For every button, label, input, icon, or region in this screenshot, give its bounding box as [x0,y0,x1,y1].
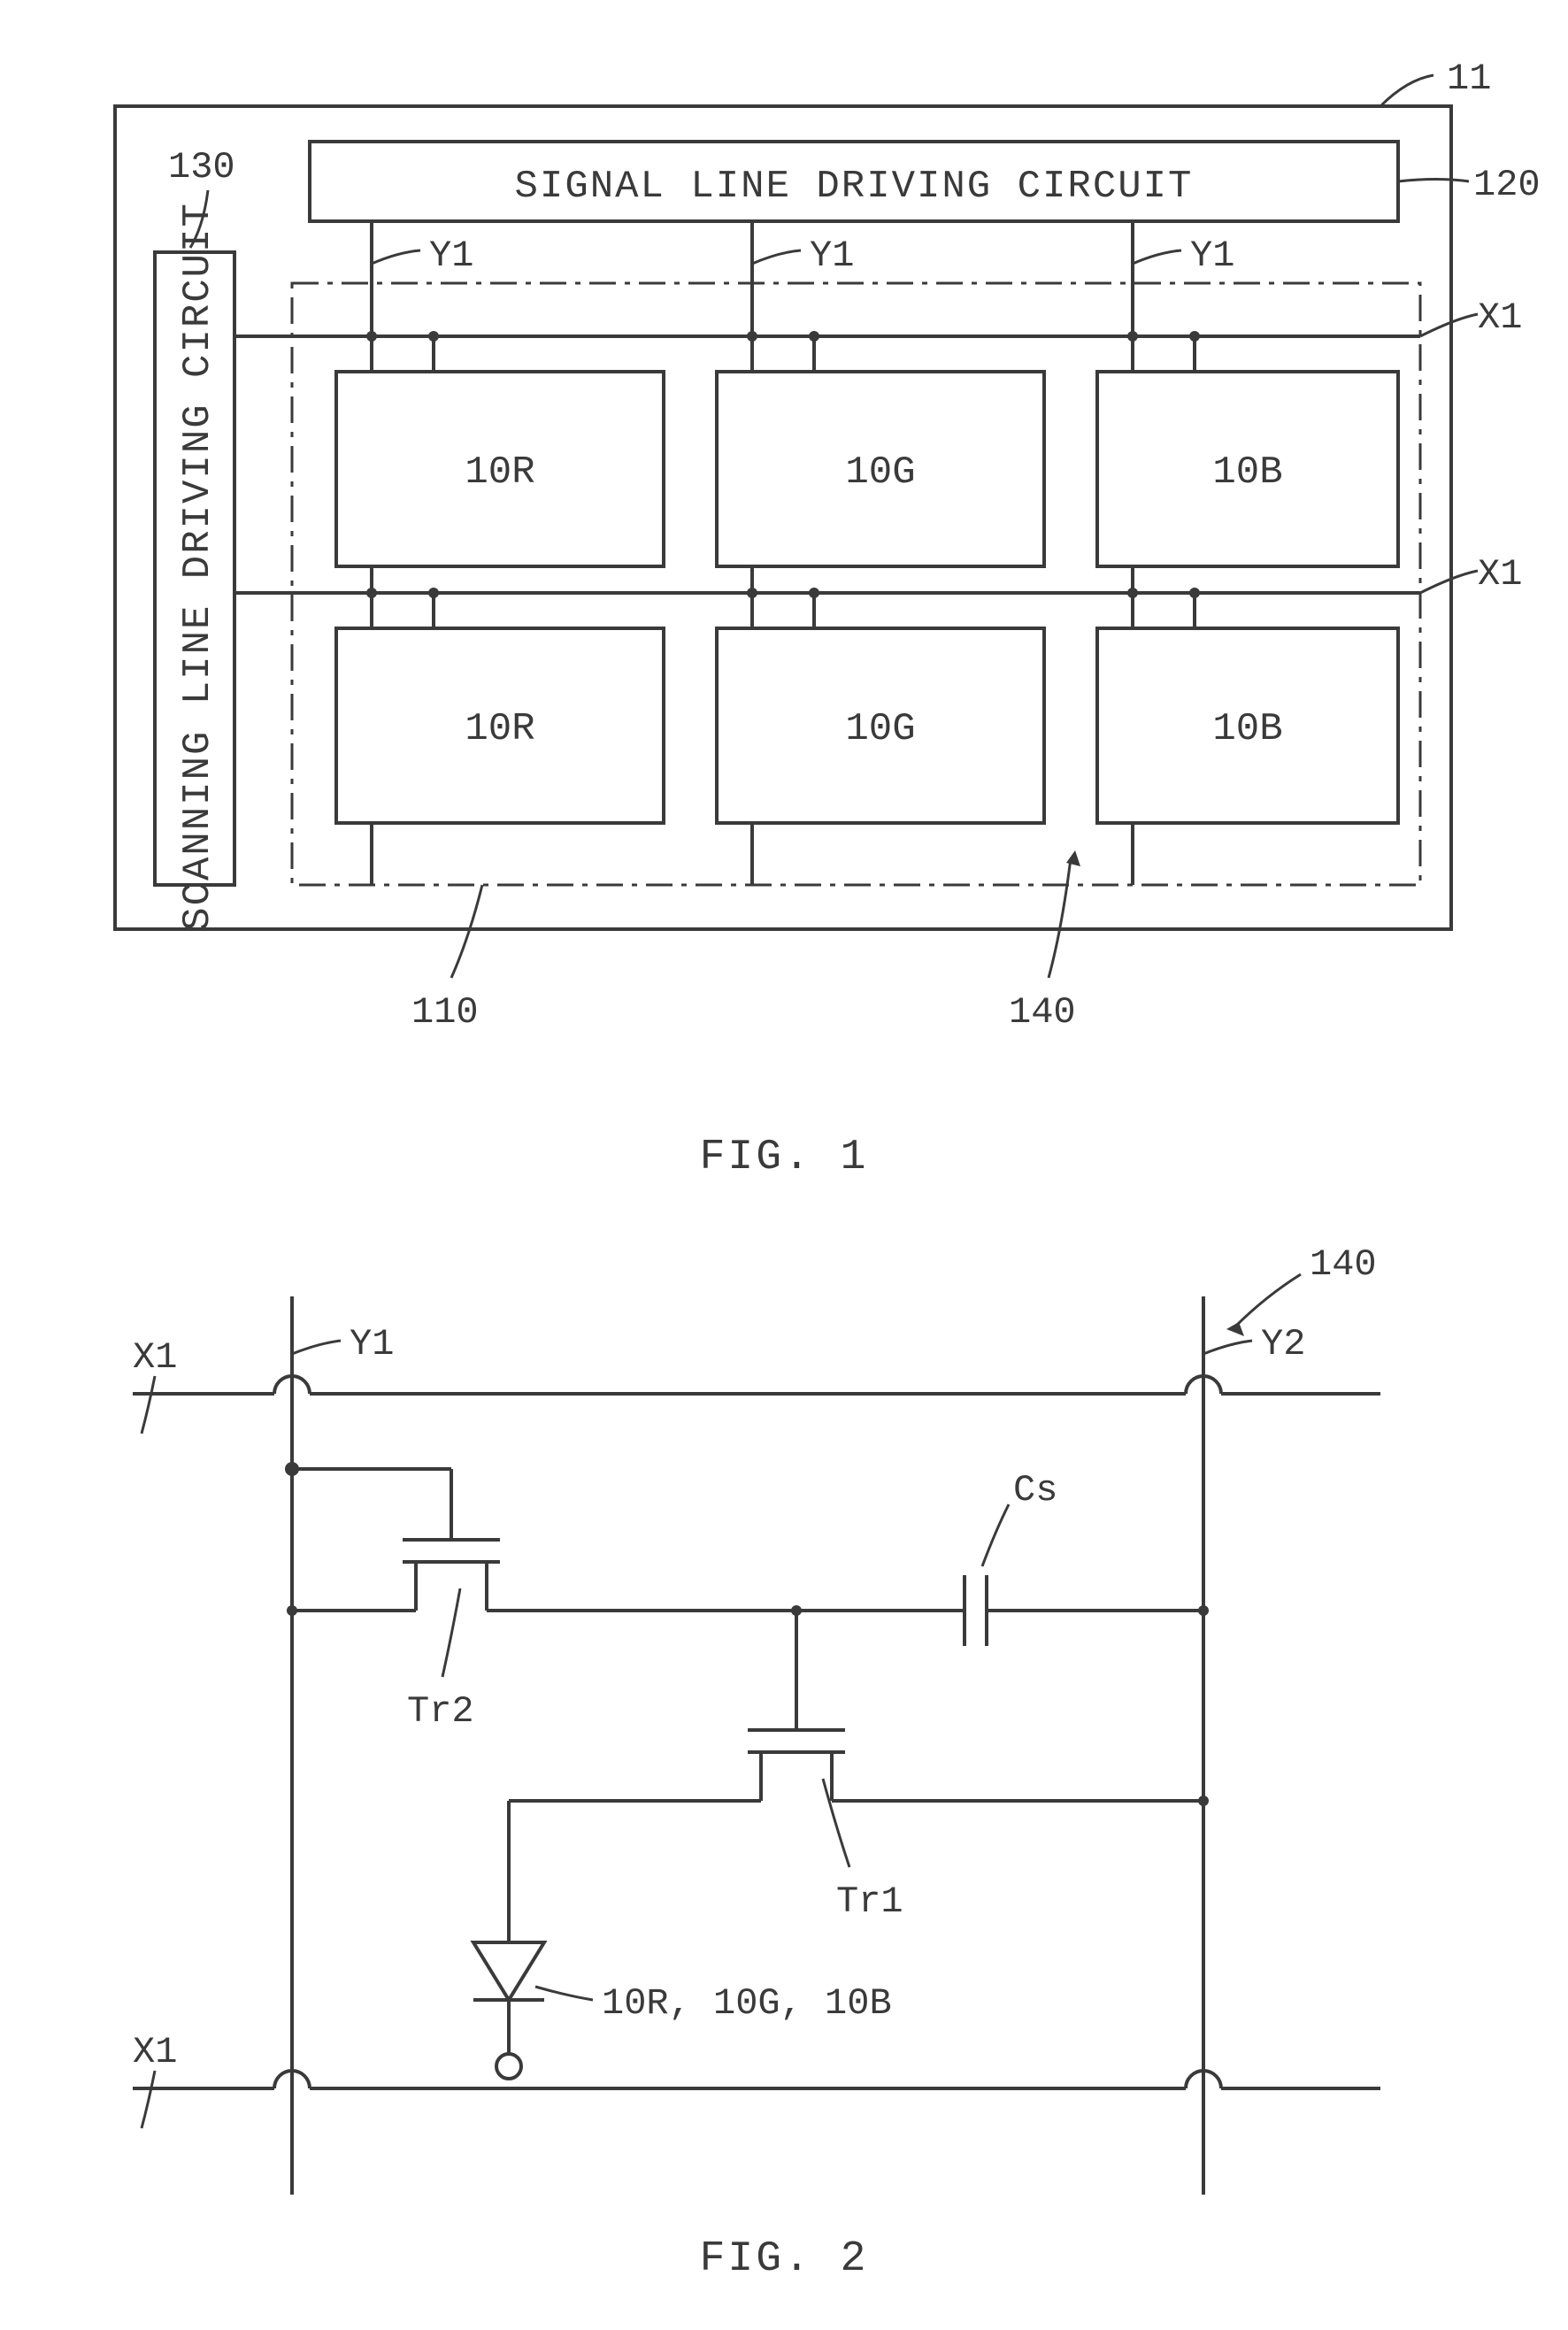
leader-11 [1380,75,1433,106]
leader-x1-a [1420,314,1478,336]
ref-110-label: 110 [411,991,479,1034]
tr1-transistor [748,1730,845,1801]
tr2-label: Tr2 [407,1690,474,1733]
tr1-label: Tr1 [836,1880,903,1923]
pixel-10b-1-label: 10B [1212,450,1282,495]
fig2-caption: FIG. 2 [700,2235,869,2283]
x1-label-b: X1 [1478,553,1522,596]
pixel-10r-2-label: 10R [465,707,534,751]
leader-140-fig1 [1049,858,1071,978]
x1-label-a: X1 [1478,296,1522,339]
ref-140-fig2-label: 140 [1310,1243,1377,1286]
leader-y1-c [1133,250,1181,264]
cs-capacitor [929,1575,1203,1646]
fig1-caption: FIG. 1 [700,1134,869,1181]
tr2-transistor [287,1464,500,1611]
leader-140-fig2 [1234,1274,1301,1327]
figure-2: 140 X1 X1 Y1 Y2 [133,1243,1380,2283]
leader-110 [451,885,482,978]
leader-x1-b [1420,571,1478,593]
x1-bot-label: X1 [133,2031,177,2073]
x1-top-label: X1 [133,1336,177,1379]
y2-label-fig2: Y2 [1261,1323,1305,1365]
leader-y1-a [372,250,420,264]
diagram-canvas: 11 130 SIGNAL LINE DRIVING CIRCUIT 120 S… [0,0,1568,2330]
cs-label: Cs [1013,1469,1057,1511]
ref-140-label: 140 [1009,991,1076,1034]
pixel-10g-2-label: 10G [845,707,915,751]
scan-driver-text: SCANNING LINE DRIVING CIRCUIT [176,202,220,931]
ref-120-label: 120 [1473,164,1541,206]
y1-label-b: Y1 [810,235,854,277]
y1-label-a: Y1 [429,235,473,277]
signal-driver-text: SIGNAL LINE DRIVING CIRCUIT [515,165,1194,209]
y1-label-fig2: Y1 [350,1323,394,1365]
pixel-10r-1-label: 10R [465,450,534,495]
ref-130-label: 130 [168,146,235,188]
figure-1: 11 130 SIGNAL LINE DRIVING CIRCUIT 120 S… [115,58,1541,1181]
leader-y1-b [752,250,801,264]
pixel-10g-1-label: 10G [845,450,915,495]
ref-11-label: 11 [1447,58,1491,100]
diode-label: 10R, 10G, 10B [602,1982,892,2025]
diode-symbol [473,1942,544,2079]
leader-120 [1398,180,1469,182]
pixel-10b-2-label: 10B [1212,707,1282,751]
y1-label-c: Y1 [1190,235,1234,277]
